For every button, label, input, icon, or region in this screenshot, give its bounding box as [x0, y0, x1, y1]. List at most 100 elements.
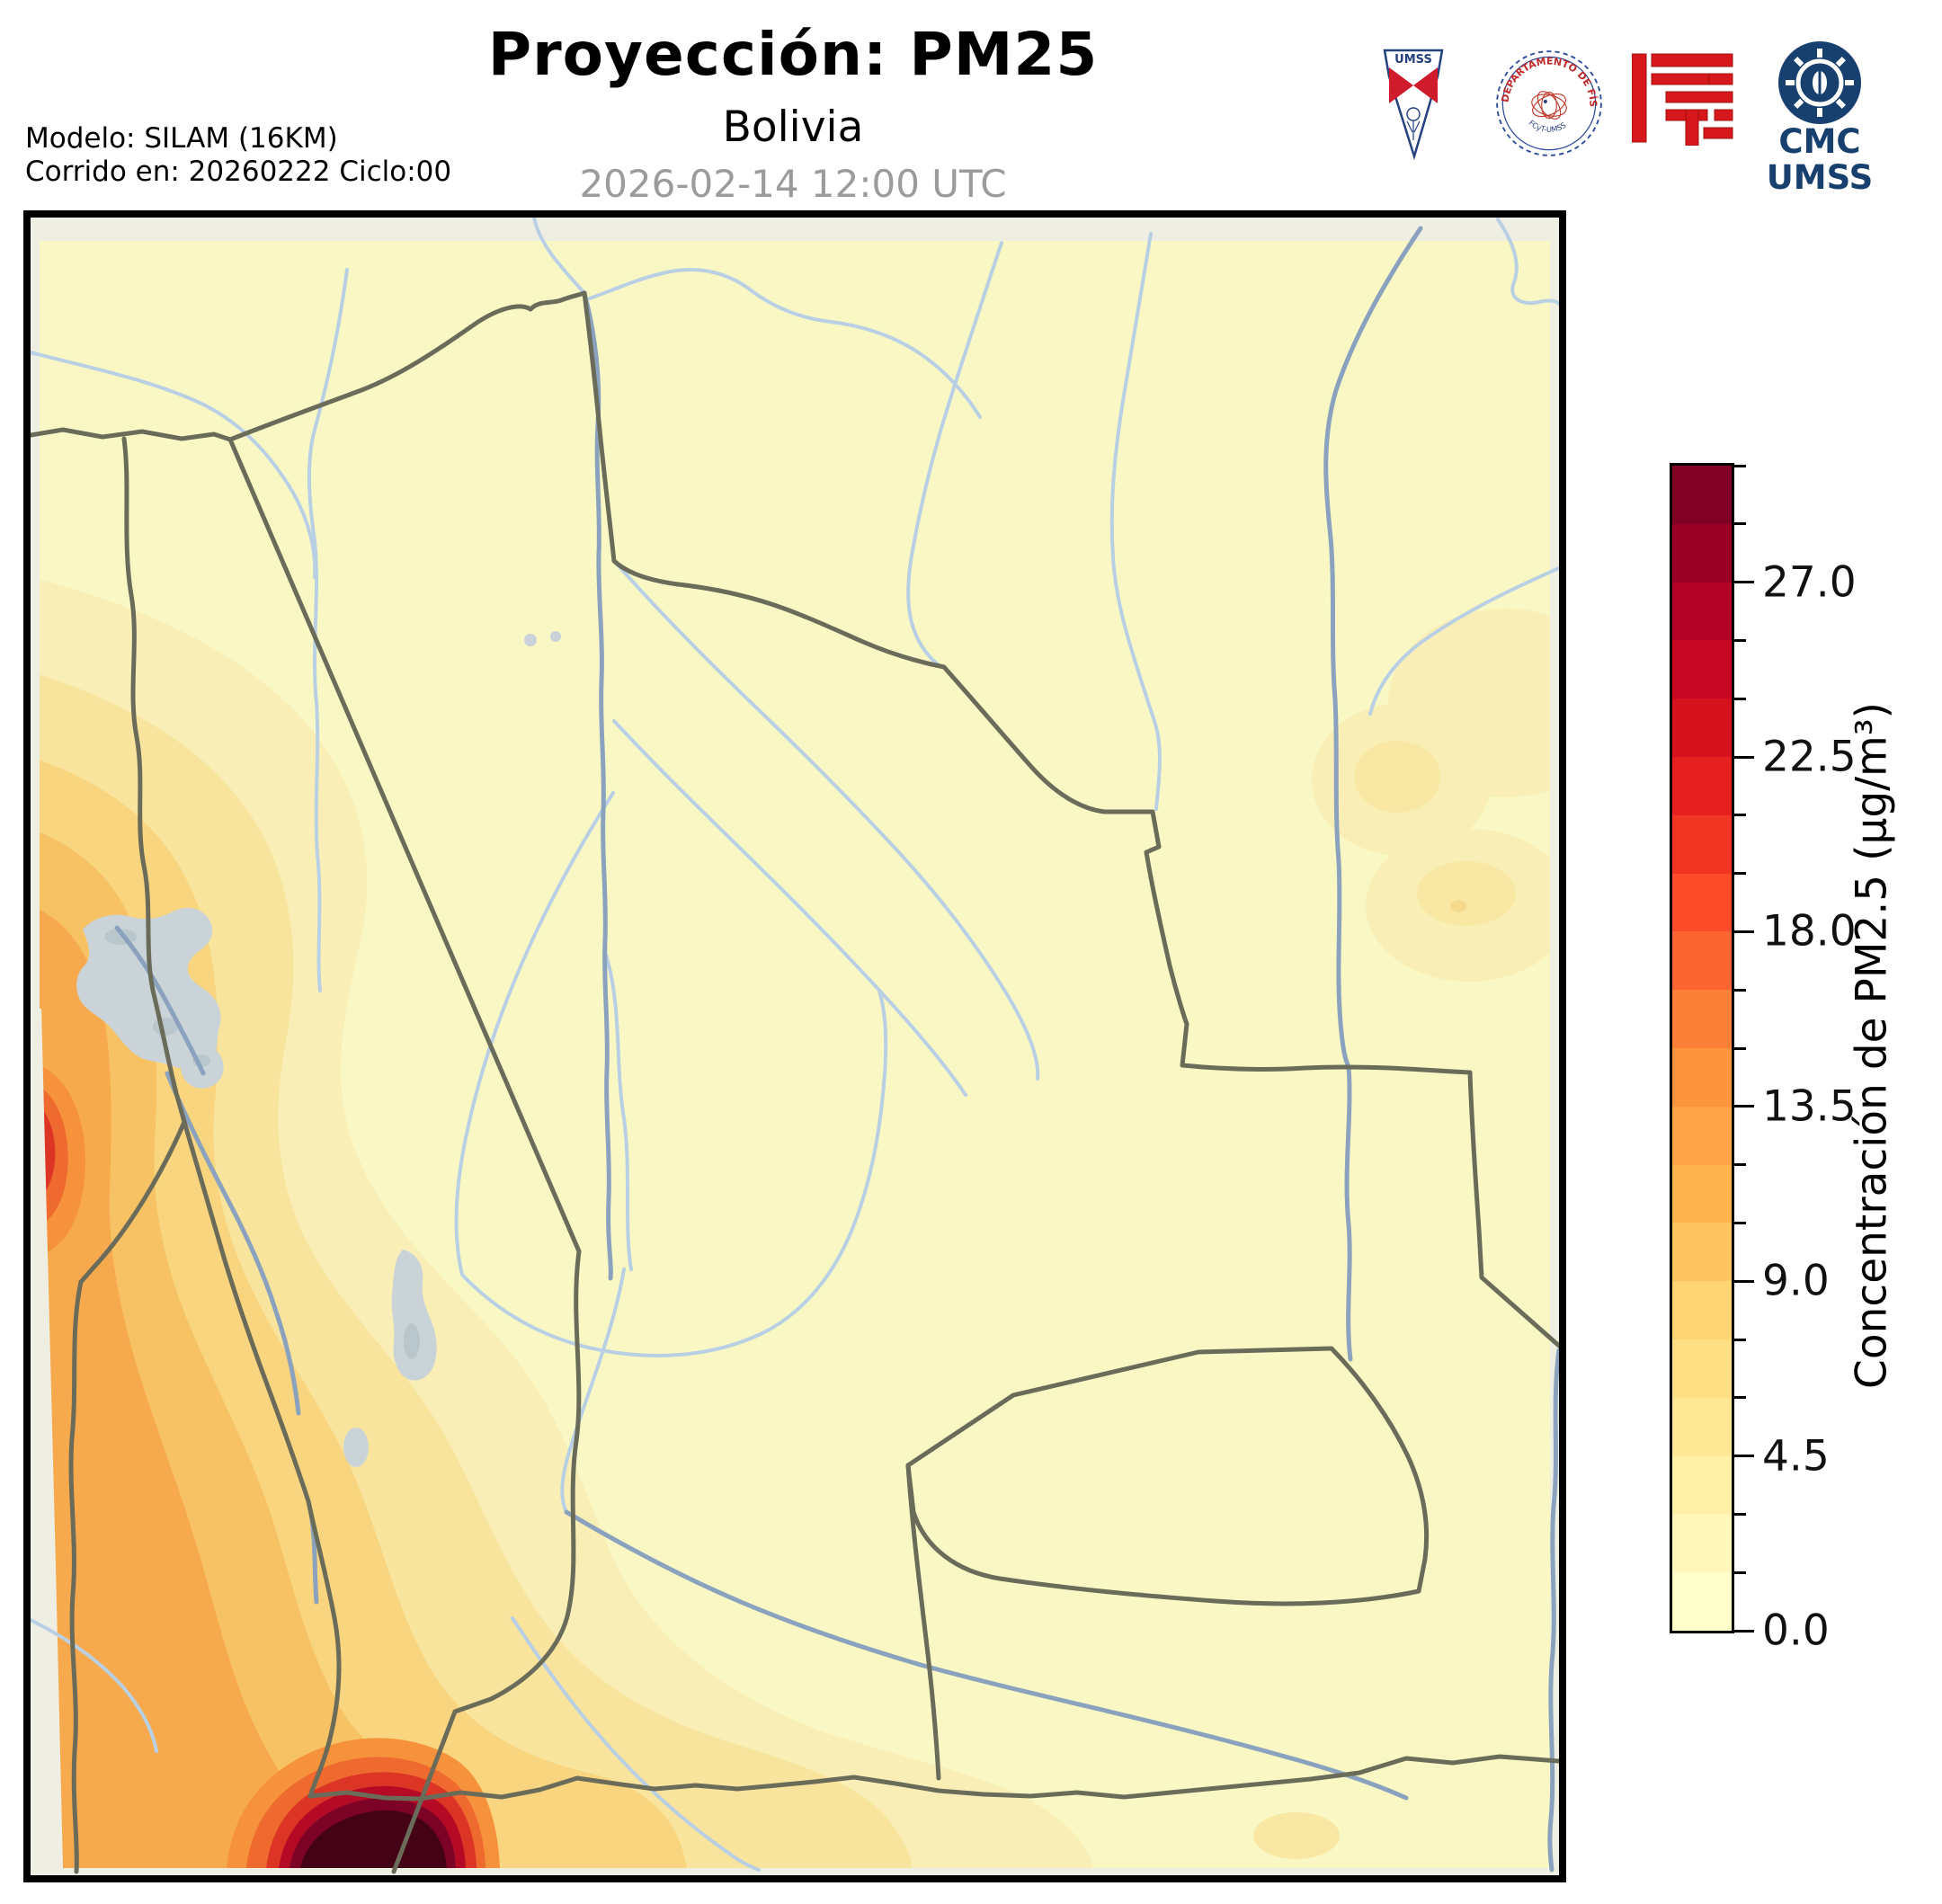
- cmc-gear-ring: [1795, 58, 1844, 107]
- pennant-red-right: [1413, 67, 1438, 103]
- rivers-dark: [114, 226, 1559, 1873]
- no-data-wedge: [32, 1009, 63, 1868]
- colorbar-tick-label: 4.5: [1762, 1431, 1830, 1481]
- colorbar-tick: [1734, 1455, 1754, 1458]
- model-info: Modelo: SILAM (16KM) Corrido en: 2026022…: [25, 122, 451, 189]
- colorbar-tick: [1734, 1629, 1754, 1633]
- colorbar-tick: [1734, 1396, 1746, 1400]
- page-title: Proyección: PM25: [487, 20, 1099, 89]
- fcyt-logo-icon: [1632, 53, 1733, 146]
- colorbar-tick: [1734, 872, 1746, 876]
- seal-center-dot: [1543, 99, 1547, 103]
- border-paraguay-polygon: [905, 1346, 1430, 1606]
- seal-inner-ring: [1501, 56, 1597, 151]
- seal-spiral-icon: [1531, 91, 1567, 120]
- colorbar-segment: [1672, 523, 1732, 583]
- colorbar-segment: [1672, 1514, 1732, 1573]
- border-lapaz-beni: [227, 437, 582, 1254]
- cmc-text-line1: CMC: [1778, 122, 1860, 161]
- colorbar-tick-label: 27.0: [1762, 557, 1857, 608]
- colorbar-segment: [1672, 1106, 1732, 1165]
- rio-pilcomayo: [564, 1509, 1409, 1801]
- colorbar-tick: [1734, 1338, 1746, 1341]
- colorbar-segment: [1672, 1047, 1732, 1107]
- rio-paraguay: [1547, 1348, 1559, 1873]
- map-svg: [31, 218, 1559, 1874]
- pennant-emblem-lines: [1406, 120, 1421, 140]
- colorbar-segment: [1672, 1164, 1732, 1223]
- seal-outer-ring: [1496, 50, 1602, 156]
- colorbar-tick: [1734, 1163, 1746, 1167]
- colorbar-tick: [1734, 1046, 1746, 1050]
- border-west: [121, 436, 342, 1799]
- rio-grande-east: [1323, 226, 1423, 1362]
- cmc-text-line2: UMSS: [1767, 158, 1874, 196]
- cmc-umss-logo: CMC UMSS: [1767, 41, 1874, 196]
- colorbar-tick: [1734, 581, 1754, 584]
- colorbar-segment: [1672, 1339, 1732, 1398]
- colorbar-axis-label: Concentración de PM2.5 (µg/m³): [1847, 702, 1897, 1389]
- colorbar-gradient: [1672, 466, 1732, 1631]
- colorbar-tick-label: 0.0: [1762, 1606, 1830, 1656]
- lake-poopo: [391, 1250, 437, 1381]
- colorbar-segment: [1672, 1281, 1732, 1339]
- colorbar-segment: [1672, 990, 1732, 1048]
- small-lake: [524, 634, 537, 646]
- colorbar-tick-label: 13.5: [1762, 1081, 1857, 1132]
- colorbar-segment: [1672, 698, 1732, 757]
- colorbar-tick: [1734, 930, 1754, 933]
- colorbar-segment: [1672, 814, 1732, 874]
- colorbar-tick: [1734, 1512, 1746, 1516]
- colorbar-tick: [1734, 522, 1746, 526]
- colorbar: 27.0 22.5 18.0 13.5 9.0 4.5 0.0: [1670, 463, 1857, 1656]
- departamento-fisica-seal-icon: DEPARTAMENTO DE FÍSICA FCyT-UMSS: [1493, 48, 1602, 156]
- pennant-red-left: [1389, 67, 1413, 103]
- salar-patch: [343, 1428, 369, 1467]
- colorbar-tick: [1734, 814, 1746, 817]
- map-frame: [23, 210, 1566, 1882]
- colorbar-tick: [1734, 1221, 1746, 1224]
- colorbar-segment: [1672, 1455, 1732, 1515]
- border-southwest-branch: [68, 1119, 187, 1874]
- colorbar-tick-label: 9.0: [1762, 1256, 1830, 1306]
- colorbar-tick: [1734, 638, 1746, 642]
- model-name: Modelo: SILAM (16KM): [25, 122, 338, 155]
- colorbar-tick: [1734, 1570, 1746, 1574]
- colorbar-segment: [1672, 1223, 1732, 1282]
- colorbar-tick: [1734, 1105, 1754, 1108]
- colorbar-tick: [1734, 697, 1746, 700]
- colorbar-segment: [1672, 466, 1732, 524]
- pennant-label: UMSS: [1394, 53, 1432, 67]
- colorbar-segment: [1672, 640, 1732, 699]
- titicaca-border-line: [114, 925, 206, 1076]
- colorbar-tick-label: 22.5: [1762, 732, 1857, 782]
- colorbar-segment: [1672, 582, 1732, 641]
- lake-titicaca: [76, 907, 221, 1070]
- colorbar-tick: [1734, 464, 1746, 467]
- colorbar-tick: [1734, 988, 1746, 992]
- model-run: Corrido en: 20260222 Ciclo:00: [25, 156, 452, 188]
- fcyt-blocks: [1632, 53, 1733, 146]
- rio-mamore: [582, 290, 613, 1281]
- admin-borders: [31, 290, 1559, 1874]
- border-brazil: [582, 290, 1559, 1348]
- colorbar-tick: [1734, 1279, 1754, 1283]
- cmc-eye-slit: [1818, 70, 1822, 95]
- lakes: [76, 631, 561, 1467]
- page-subtitle: Bolivia: [722, 102, 864, 152]
- umss-pennant-logo: UMSS: [1383, 49, 1444, 161]
- cmc-gear-teeth: [1786, 49, 1854, 117]
- colorbar-segment: [1672, 1572, 1732, 1631]
- colorbar-segment: [1672, 873, 1732, 932]
- rivers-light: [31, 218, 1559, 1872]
- colorbar-segment: [1672, 931, 1732, 991]
- border-argentina: [417, 1754, 1559, 1802]
- colorbar-segment: [1672, 756, 1732, 815]
- small-lake: [550, 631, 561, 642]
- forecast-timestamp: 2026-02-14 12:00 UTC: [579, 162, 1007, 206]
- rio-desaguadero: [165, 1071, 301, 1416]
- colorbar-tick-label: 18.0: [1762, 906, 1857, 956]
- colorbar-tick: [1734, 755, 1754, 759]
- colorbar-segment: [1672, 1397, 1732, 1456]
